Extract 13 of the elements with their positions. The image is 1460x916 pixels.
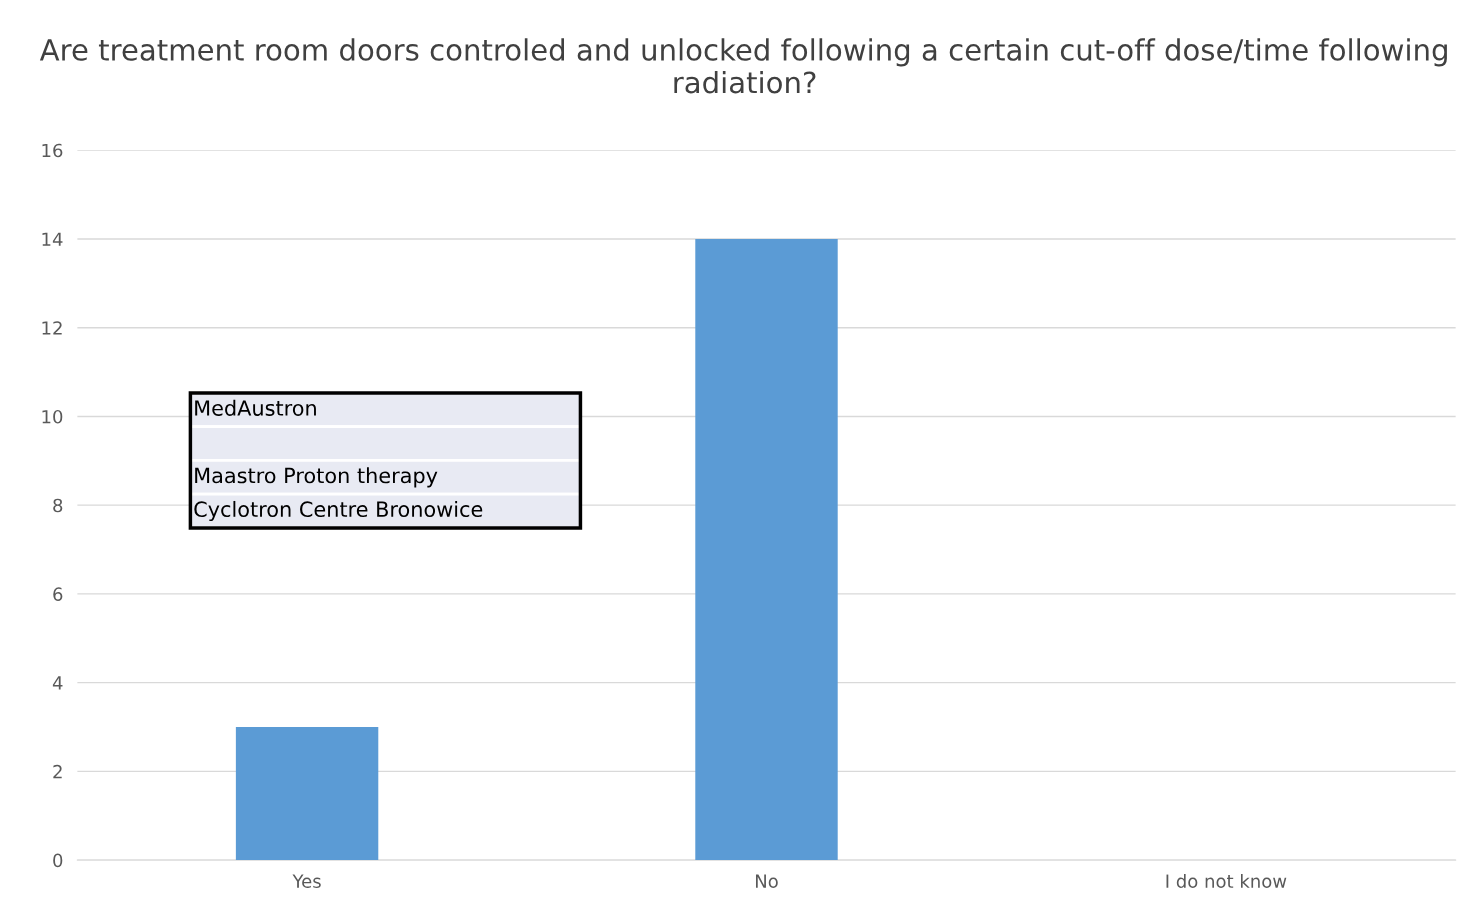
y-tick-label: 10 [42, 409, 63, 424]
x-tick-label: No [755, 874, 778, 888]
y-tick-label: 16 [42, 143, 63, 158]
y-tick-label: 12 [42, 321, 62, 335]
x-tick-label: Yes [292, 874, 321, 888]
x-tick-label: I do not know [1166, 874, 1287, 888]
chart-title: Are treatment room doors controled and unlocked following a certain cut-off dose/time following radiation? [39, 38, 1447, 94]
y-tick-label: 0 [53, 853, 63, 868]
y-tick-label: 6 [53, 587, 63, 602]
y-tick-label: 4 [52, 676, 63, 690]
y-tick-label: 8 [53, 498, 63, 513]
y-tick-label: 2 [53, 764, 62, 779]
y-tick-label: 14 [42, 232, 63, 246]
